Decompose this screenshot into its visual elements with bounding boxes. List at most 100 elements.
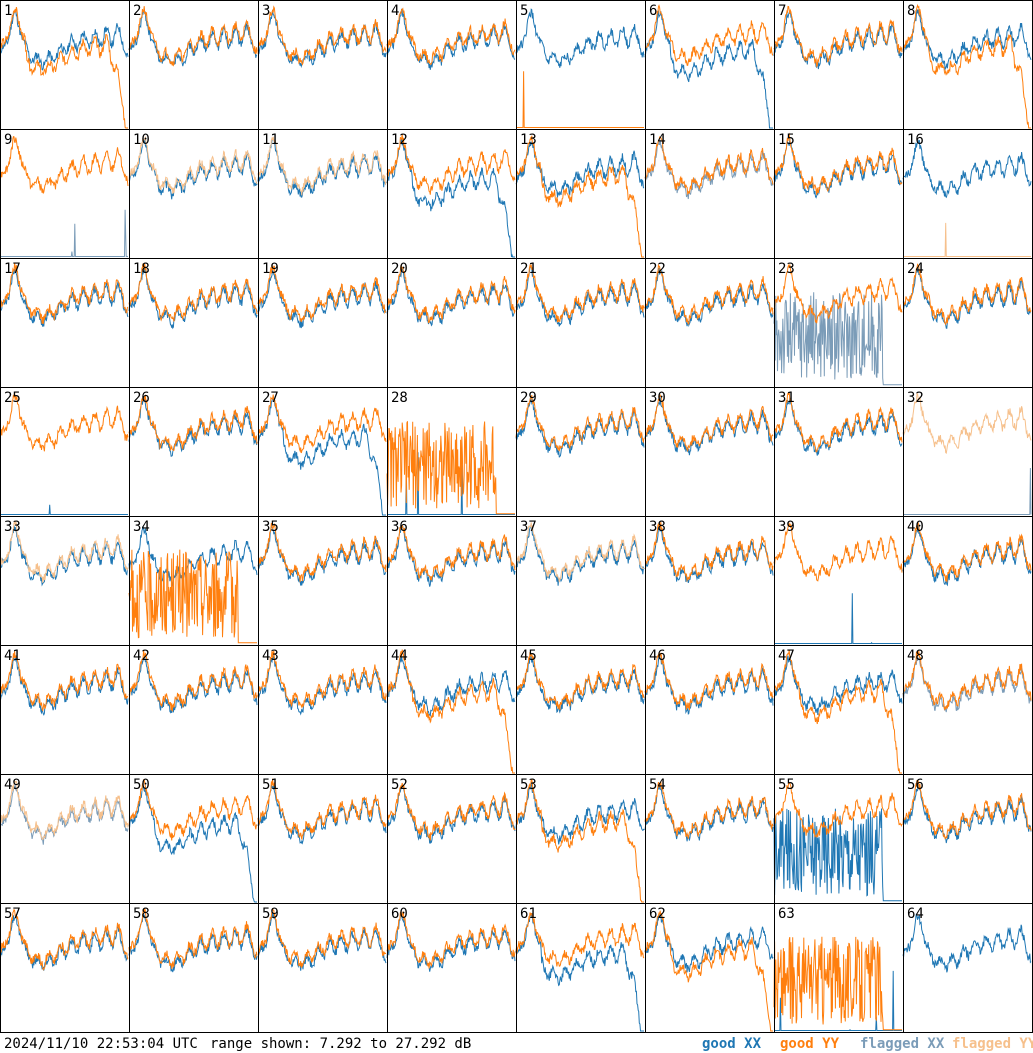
series-xx-6 bbox=[644, 10, 773, 129]
panel-label-24: 24 bbox=[907, 261, 924, 277]
panel-label-64: 64 bbox=[907, 906, 924, 922]
panel-44: 44 bbox=[386, 648, 516, 774]
panel-23: 23 bbox=[773, 261, 903, 386]
panel-18: 18 bbox=[128, 261, 258, 330]
series-yy-56 bbox=[902, 779, 1032, 840]
panel-56: 56 bbox=[902, 777, 1032, 844]
panel-59: 59 bbox=[257, 906, 387, 971]
panel-16: 16 bbox=[902, 132, 1032, 257]
series-yy-14 bbox=[644, 136, 774, 196]
panel-33: 33 bbox=[0, 519, 129, 587]
series-xx-28 bbox=[387, 452, 515, 515]
panel-61: 61 bbox=[515, 906, 645, 1032]
panel-label-43: 43 bbox=[262, 648, 279, 664]
series-yy-51 bbox=[257, 778, 387, 840]
series-xx-8 bbox=[902, 9, 1032, 71]
series-yy-53 bbox=[515, 778, 644, 903]
panel-40: 40 bbox=[902, 519, 1032, 587]
panel-label-19: 19 bbox=[262, 261, 279, 277]
series-yy-10 bbox=[128, 136, 258, 194]
series-yy-24 bbox=[902, 263, 1032, 326]
panel-label-38: 38 bbox=[649, 519, 666, 535]
series-yy-48 bbox=[902, 650, 1032, 711]
series-yy-16 bbox=[903, 222, 1031, 257]
series-yy-9 bbox=[0, 135, 129, 195]
panel-label-61: 61 bbox=[520, 906, 537, 922]
panel-14: 14 bbox=[644, 132, 774, 200]
panel-11: 11 bbox=[257, 132, 387, 198]
series-yy-59 bbox=[257, 908, 387, 968]
series-xx-60 bbox=[386, 912, 516, 972]
panel-label-60: 60 bbox=[391, 906, 408, 922]
series-xx-5 bbox=[515, 8, 645, 68]
series-yy-60 bbox=[386, 910, 516, 969]
series-yy-62 bbox=[644, 910, 773, 1032]
series-xx-47 bbox=[773, 655, 903, 716]
panel-7: 7 bbox=[773, 3, 903, 70]
series-yy-22 bbox=[644, 263, 774, 325]
panel-label-6: 6 bbox=[649, 3, 657, 19]
panel-label-17: 17 bbox=[4, 261, 21, 277]
panel-label-31: 31 bbox=[778, 390, 795, 406]
panel-6: 6 bbox=[644, 3, 774, 129]
series-yy-50 bbox=[128, 779, 258, 841]
series-xx-36 bbox=[386, 525, 516, 587]
series-xx-3 bbox=[257, 9, 387, 69]
series-yy-31 bbox=[773, 392, 903, 453]
panel-label-47: 47 bbox=[778, 648, 795, 664]
panel-28: 28 bbox=[386, 390, 515, 515]
panel-26: 26 bbox=[128, 390, 258, 457]
panel-label-8: 8 bbox=[907, 3, 915, 19]
series-yy-47 bbox=[773, 650, 902, 774]
panel-1: 1 bbox=[0, 3, 129, 129]
series-xx-9 bbox=[0, 209, 128, 257]
series-yy-54 bbox=[644, 781, 774, 839]
panel-label-53: 53 bbox=[520, 777, 537, 793]
series-yy-4 bbox=[386, 7, 516, 66]
panel-label-13: 13 bbox=[520, 132, 537, 148]
panel-17: 17 bbox=[0, 261, 129, 327]
panel-label-57: 57 bbox=[4, 906, 21, 922]
panel-12: 12 bbox=[386, 132, 516, 258]
panel-label-22: 22 bbox=[649, 261, 666, 277]
panel-41: 41 bbox=[0, 648, 129, 716]
panel-label-10: 10 bbox=[133, 132, 150, 148]
panel-label-42: 42 bbox=[133, 648, 150, 664]
panel-label-40: 40 bbox=[907, 519, 924, 535]
footer: 2024/11/10 22:53:04 UTC range shown: 7.2… bbox=[4, 1036, 1033, 1052]
timestamp-label: 2024/11/10 22:53:04 UTC bbox=[4, 1036, 198, 1052]
series-yy-11 bbox=[257, 136, 387, 196]
panel-label-2: 2 bbox=[133, 3, 141, 19]
series-xx-12 bbox=[386, 138, 515, 258]
series-yy-26 bbox=[128, 394, 258, 452]
series-yy-17 bbox=[0, 262, 129, 324]
series-xx-59 bbox=[257, 912, 387, 971]
series-yy-43 bbox=[257, 650, 387, 709]
series-yy-32 bbox=[902, 392, 1032, 455]
panel-24: 24 bbox=[902, 261, 1032, 329]
panel-48: 48 bbox=[902, 648, 1032, 713]
series-yy-37 bbox=[515, 522, 645, 583]
panel-13: 13 bbox=[515, 132, 645, 258]
panel-label-21: 21 bbox=[520, 261, 537, 277]
panel-62: 62 bbox=[644, 906, 774, 1032]
panel-label-36: 36 bbox=[391, 519, 408, 535]
series-xx-39 bbox=[774, 593, 902, 644]
panel-label-35: 35 bbox=[262, 519, 279, 535]
series-yy-36 bbox=[386, 524, 516, 581]
series-xx-1 bbox=[0, 10, 129, 71]
series-xx-63 bbox=[774, 970, 902, 1031]
panel-60: 60 bbox=[386, 906, 516, 972]
series-yy-15 bbox=[773, 132, 903, 195]
panel-label-14: 14 bbox=[649, 132, 666, 148]
panel-label-62: 62 bbox=[649, 906, 666, 922]
series-xx-24 bbox=[902, 267, 1031, 329]
series-yy-34 bbox=[128, 549, 257, 644]
panel-label-37: 37 bbox=[520, 519, 537, 535]
panel-25: 25 bbox=[0, 390, 129, 515]
series-yy-2 bbox=[128, 6, 258, 67]
panel-label-34: 34 bbox=[133, 519, 150, 535]
panel-label-48: 48 bbox=[907, 648, 924, 664]
series-xx-23 bbox=[773, 292, 902, 386]
